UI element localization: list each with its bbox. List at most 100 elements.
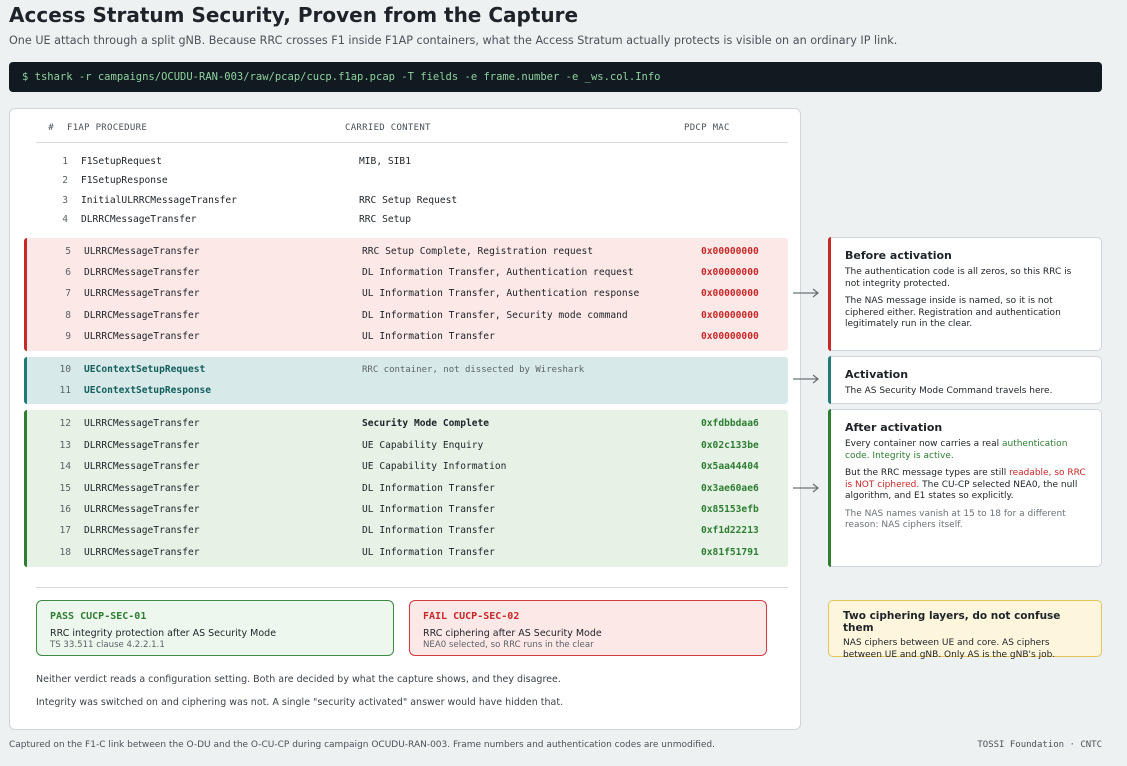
frame-number: 18 [59,546,71,558]
callout-text: NAS ciphers between UE and core. AS ciph… [843,638,1056,660]
content: DL Information Transfer, Security mode c… [362,309,628,321]
procedure: DLRRCMessageTransfer [84,267,200,279]
procedure: ULRRCMessageTransfer [84,418,200,430]
procedure: UEContextSetupRequest [84,364,206,376]
content: MIB, SIB1 [359,155,411,167]
procedure: ULRRCMessageTransfer [84,330,200,342]
procedure: ULRRCMessageTransfer [84,288,200,300]
frame-number: 7 [65,288,71,300]
frame-number: 2 [62,175,68,187]
arrows [793,288,820,493]
frame-number: 5 [65,246,71,258]
content: RRC Setup [359,214,411,226]
callout: Two ciphering layers, do not confuse the… [828,600,1102,660]
content: UE Capability Enquiry [362,439,484,451]
procedure: F1SetupResponse [81,175,168,187]
procedure: ULRRCMessageTransfer [84,246,200,258]
frame-number: 9 [65,330,71,342]
verdict-detail: TS 33.511 clause 4.2.2.1.1 [50,640,165,650]
table-row: 2 F1SetupResponse [24,174,788,188]
verdict-id: CUCP-SEC-01 [80,611,147,622]
procedure: ULRRCMessageTransfer [84,482,200,494]
content: DL Information Transfer [362,525,495,537]
column-header: F1AP PROCEDURE [67,123,148,133]
table-row: 10 UEContextSetupRequest RRC container, no… [27,363,788,377]
note-paragraph: The AS Security Mode Command travels her… [845,386,1087,398]
pdcp-mac: 0x3ae60ae6 [701,482,759,494]
note-paragraph: The NAS names vanish at 15 to 18 for a d… [845,509,1087,532]
table-row: 3 InitialULRRCMessageTransfer RRC Setup Re… [24,194,788,208]
footer-credit: TOSSI Foundation · CNTC [977,740,1102,750]
pdcp-mac: 0xfdbbdaa6 [701,418,759,430]
frame-number: 3 [62,194,68,206]
table-row: 14 ULRRCMessageTransfer UE Capability Info… [27,460,788,474]
pdcp-mac: 0x00000000 [701,330,759,342]
note-text: The NAS message inside is named, so it i… [845,296,1061,329]
frame-number: 12 [59,418,71,430]
procedure: DLRRCMessageTransfer [81,214,197,226]
column-header: PDCP MAC [684,123,730,133]
row-group: 1 F1SetupRequest MIB, SIB1 2 F1SetupResponse… [24,149,788,233]
table-header: # F1AP PROCEDURE CARRIED CONTENT PDCP MA… [10,123,790,141]
note-title: Before activation [845,249,952,262]
note-text: The AS Security Mode Command travels her… [845,386,1053,396]
verdict-id: CUCP-SEC-02 [453,611,520,622]
content: UL Information Transfer [362,503,495,515]
note: Activation The AS Security Mode Command t… [828,356,1102,404]
note-paragraph: But the RRC message types are still read… [845,468,1087,503]
frame-number: 10 [59,364,71,376]
table-row: 13 DLRRCMessageTransfer UE Capability Enqu… [27,439,788,453]
note-title: Activation [845,368,909,381]
verdict-description: RRC integrity protection after AS Securi… [50,628,277,639]
verdict-status: FAIL [423,611,448,622]
content: UL Information Transfer [362,330,495,342]
frame-number: 17 [59,525,71,537]
verdict: PASS CUCP-SEC-01 RRC integrity protection… [36,600,394,656]
command: $ tshark -r campaigns/OCUDU-RAN-003/raw/… [9,62,1102,92]
content: RRC Setup Complete, Registration request [362,246,594,258]
frame-number: 16 [59,503,71,515]
content: UL Information Transfer, Authentication … [362,288,640,300]
verdict-heading: FAIL CUCP-SEC-02 [423,611,753,622]
footer-caption: Captured on the F1-C link between the O-… [9,740,715,750]
pdcp-mac: 0x00000000 [701,309,759,321]
content: UL Information Transfer [362,546,495,558]
frame-number: 6 [65,267,71,279]
frame-number: 4 [62,214,68,226]
verdict-status: PASS [50,611,75,622]
table-row: 1 F1SetupRequest MIB, SIB1 [24,155,788,169]
frame-number: 13 [59,439,71,451]
pdcp-mac: 0x00000000 [701,267,759,279]
content: DL Information Transfer [362,482,495,494]
divider [36,587,788,588]
column-header: CARRIED CONTENT [345,123,431,133]
table-row: 11 UEContextSetupResponse [27,384,788,398]
content: Security Mode Complete [362,418,490,430]
procedure: DLRRCMessageTransfer [84,309,200,321]
procedure: F1SetupRequest [81,155,162,167]
procedure: DLRRCMessageTransfer [84,525,200,537]
title: Access Stratum Security, Proven from the… [9,3,579,27]
callout-title: Two ciphering layers, do not confuse the… [843,610,1061,634]
table-row: 4 DLRRCMessageTransfer RRC Setup [24,213,788,227]
divider [36,142,788,143]
pdcp-mac: 0x5aa44404 [701,461,759,473]
table-row: 5 ULRRCMessageTransfer RRC Setup Complete,… [27,245,788,259]
note-paragraph: The authentication code is all zeros, so… [845,267,1087,290]
verdict: FAIL CUCP-SEC-02 RRC ciphering after AS S… [409,600,767,656]
note-text: authentication code. Integrity is active… [845,439,1068,461]
pdcp-mac: 0x00000000 [701,246,759,258]
note: After activation Every container now carr… [828,409,1102,567]
capture-card: # F1AP PROCEDURE CARRIED CONTENT PDCP MA… [9,108,801,730]
table-row: 17 DLRRCMessageTransfer DL Information Tra… [27,524,788,538]
table-row: 12 ULRRCMessageTransfer Security Mode Comp… [27,417,788,431]
procedure: InitialULRRCMessageTransfer [81,194,237,206]
verdict-description: RRC ciphering after AS Security Mode [423,628,602,639]
note-title: After activation [845,421,943,434]
note-text: The authentication code is all zeros, so… [845,267,1072,289]
verdict-heading: PASS CUCP-SEC-01 [50,611,380,622]
procedure: ULRRCMessageTransfer [84,461,200,473]
procedure: ULRRCMessageTransfer [84,546,200,558]
frame-number: 14 [59,461,71,473]
